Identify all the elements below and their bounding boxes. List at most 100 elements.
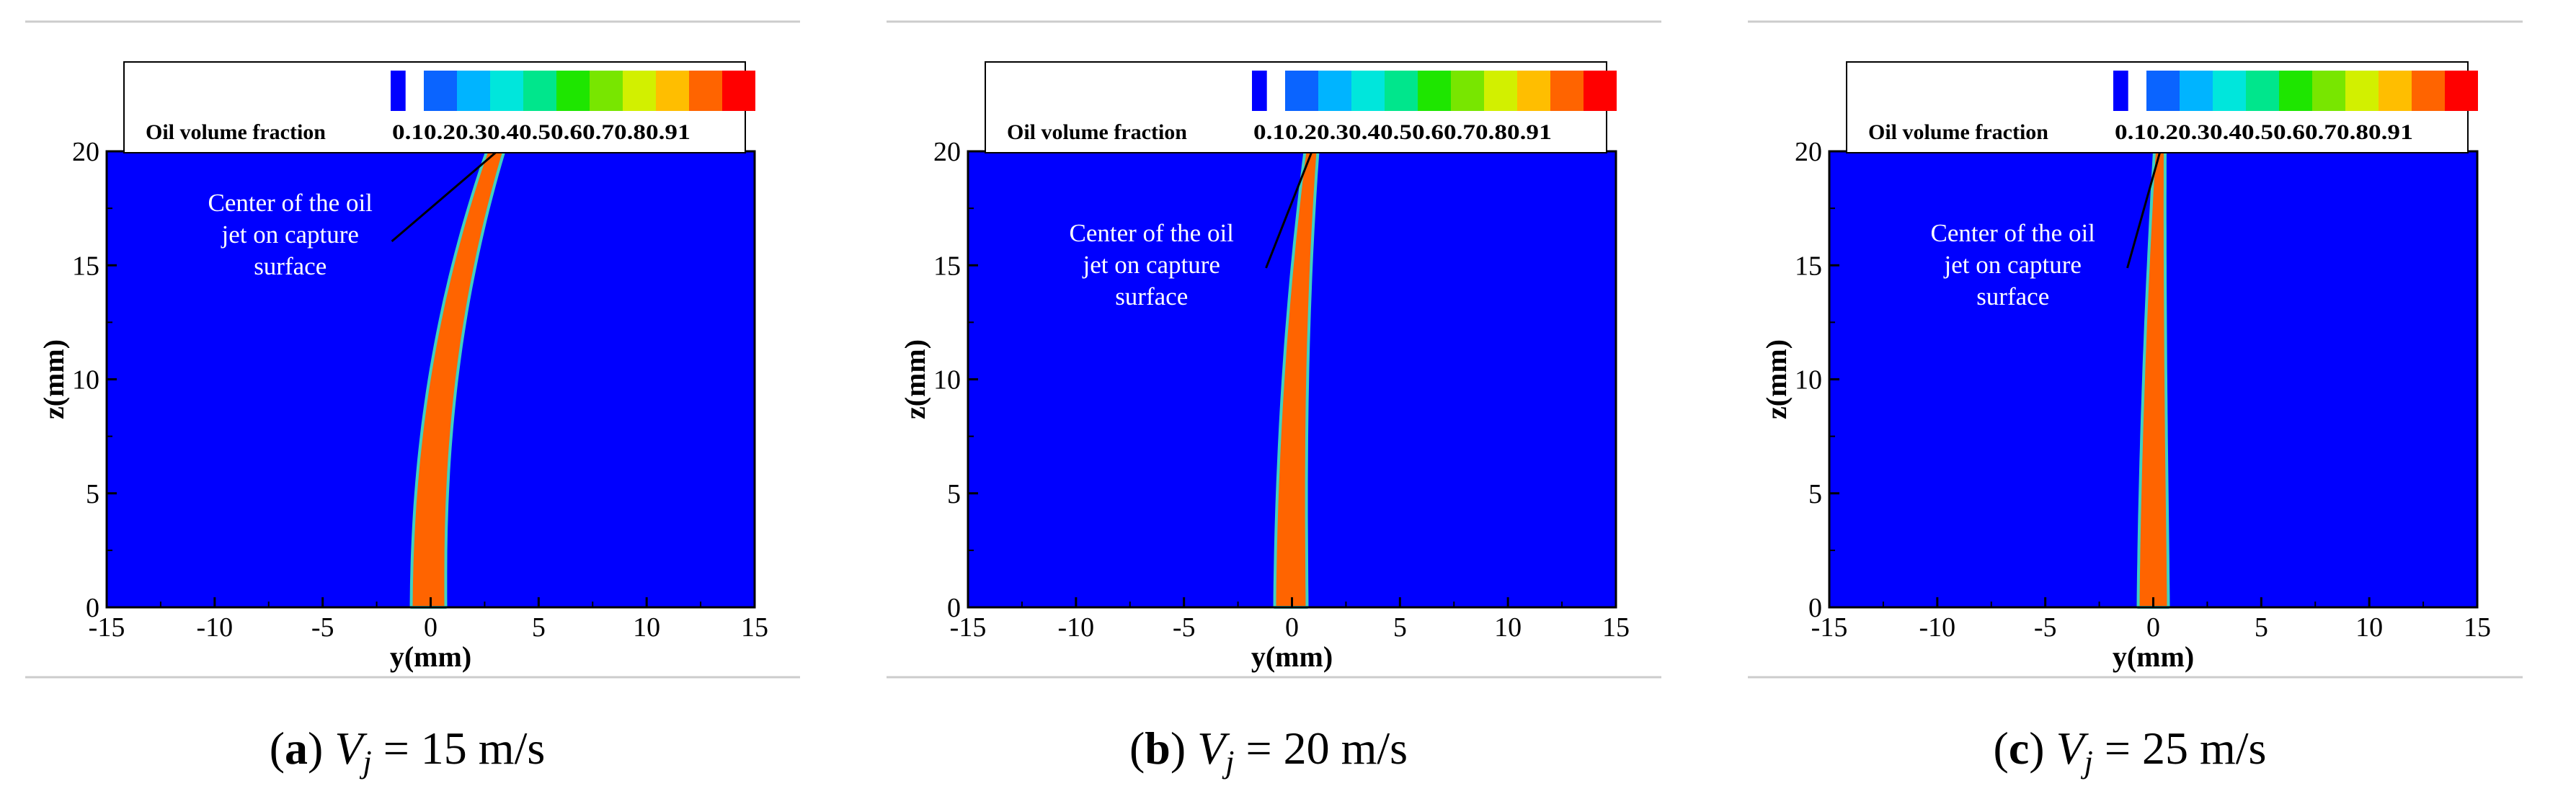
x-tick-label: -10: [1058, 612, 1095, 643]
legend-tick-label: 0.8: [2337, 120, 2368, 144]
annotation: Center of the oil jet on capture surface: [1931, 152, 2161, 311]
annotation-line: Center of the oil: [1070, 219, 1235, 247]
annotation: Center of the oil jet on capture surface: [208, 151, 497, 280]
annotation-line: jet on capture: [1942, 251, 2081, 279]
legend-tick-label: 0.4: [2210, 120, 2242, 144]
colorbar-swatch: [2180, 71, 2213, 111]
y-tick-label: 15: [933, 251, 961, 281]
colorbar-swatch: [2379, 71, 2412, 111]
legend-tick-label: 0.9: [2368, 120, 2400, 144]
colorbar-swatch: [1584, 71, 1617, 111]
legend-tick-label: 0.1: [2115, 120, 2146, 144]
colorbar-swatch: [1484, 71, 1517, 111]
colorbar-swatch: [391, 71, 406, 111]
caption-a: (a) Vj = 15 m/s: [269, 723, 546, 780]
y-tick-label: 15: [1795, 251, 1822, 281]
colorbar-swatch: [556, 71, 590, 111]
x-tick-label: 5: [1393, 612, 1407, 643]
colorbar-swatch: [1252, 71, 1267, 111]
colorbar-swatch: [656, 71, 689, 111]
y-tick-label: 20: [1795, 137, 1822, 167]
legend-tick-label: 0.1: [1253, 120, 1285, 144]
x-tick-label: 10: [633, 612, 660, 643]
caption-symbol: V: [1197, 723, 1226, 774]
legend-tick-label: 0.6: [551, 120, 582, 144]
y-axis: 0 5 10 15 20: [1795, 137, 1839, 623]
x-tick-label: -5: [311, 612, 334, 643]
legend: Oil volume fraction 0.1 0.2 0.3 0.4 0.5 0.6 0.7…: [123, 61, 755, 153]
legend-tick-label: 0.4: [1349, 120, 1380, 144]
caption-value: = 20 m/s: [1234, 723, 1408, 774]
colorbar-swatch: [2213, 71, 2246, 111]
annotation-line: surface: [1976, 282, 2049, 311]
y-tick-label: 20: [933, 137, 961, 167]
y-axis-title: z(mm): [37, 339, 70, 419]
legend-tick-label: 1: [1539, 120, 1552, 144]
annotation-line: jet on capture: [220, 220, 358, 249]
caption-b: (b) Vj = 20 m/s: [1129, 723, 1408, 780]
x-tick-label: -15: [950, 612, 987, 643]
colorbar-swatch: [2246, 71, 2279, 111]
y-tick-label: 5: [86, 479, 99, 509]
colorbar-swatch: [2146, 71, 2180, 111]
y-tick-label: 0: [947, 593, 961, 623]
x-tick-label: -5: [2034, 612, 2057, 643]
x-axis: -15 -10 -5 0 5 10 15: [1811, 597, 2491, 643]
legend-tick-label: 1: [2400, 120, 2413, 144]
colorbar-swatch: [623, 71, 656, 111]
colorbar-swatch: [2345, 71, 2379, 111]
legend-tick-label: 0.6: [1412, 120, 1444, 144]
y-axis-title: z(mm): [899, 339, 931, 419]
legend-tick-label: 0.2: [424, 120, 456, 144]
caption-subscript: j: [1225, 744, 1235, 780]
legend-tick-label: 0.8: [1475, 120, 1507, 144]
x-tick-label: 10: [1494, 612, 1522, 643]
y-axis: 0 5 10 15 20: [933, 137, 978, 623]
colorbar-swatch: [1285, 71, 1318, 111]
colorbar-swatch: [1550, 71, 1584, 111]
legend-tick-label: 0.3: [2178, 120, 2210, 144]
y-tick-label: 5: [1808, 479, 1822, 509]
caption-label: a: [285, 723, 308, 774]
legend-tick-label: 0.7: [2305, 120, 2337, 144]
legend-tick-label: 0.1: [392, 120, 424, 144]
annotation-leader-line: [391, 151, 497, 243]
colorbar-swatch: [2312, 71, 2345, 111]
y-tick-label: 5: [947, 479, 961, 509]
y-axis-title: z(mm): [1760, 339, 1793, 419]
caption-label: b: [1145, 723, 1171, 774]
x-tick-label: 0: [2146, 612, 2160, 643]
x-tick-label: 15: [2464, 612, 2491, 643]
colorbar-swatch: [2113, 71, 2128, 111]
x-tick-label: -5: [1173, 612, 1196, 643]
colorbar-swatch: [457, 71, 490, 111]
legend-tick-label: 0.2: [2146, 120, 2178, 144]
colorbar-swatch: [722, 71, 755, 111]
legend-tick-label: 0.7: [582, 120, 614, 144]
legend-tick-label: 0.5: [1380, 120, 1412, 144]
x-tick-label: 15: [741, 612, 768, 643]
legend: Oil volume fraction 0.1 0.2 0.3 0.4 0.5 0.6 0.7…: [985, 61, 1617, 153]
colorbar-swatch: [1318, 71, 1351, 111]
colorbar-swatch: [424, 71, 457, 111]
caption-subscript: j: [363, 744, 372, 780]
caption-symbol: V: [2056, 723, 2084, 774]
legend-tick-label: 0.5: [2242, 120, 2273, 144]
y-tick-label: 20: [72, 137, 99, 167]
caption-label: c: [2008, 723, 2030, 774]
caption-value: = 25 m/s: [2092, 723, 2267, 774]
colorbar-swatch: [689, 71, 722, 111]
y-tick-label: 0: [1808, 593, 1822, 623]
x-tick-label: -15: [89, 612, 125, 643]
legend-tick-label: 0.3: [1317, 120, 1349, 144]
caption-symbol: V: [334, 723, 363, 774]
caption-c: (c) Vj = 25 m/s: [1993, 723, 2267, 780]
colorbar-swatch: [590, 71, 623, 111]
legend-tick-label: 0.4: [487, 120, 519, 144]
x-tick-label: 10: [2355, 612, 2383, 643]
legend-tick-label: 0.9: [1507, 120, 1539, 144]
x-axis-title: y(mm): [1251, 640, 1333, 673]
annotation-line: jet on capture: [1081, 251, 1220, 279]
